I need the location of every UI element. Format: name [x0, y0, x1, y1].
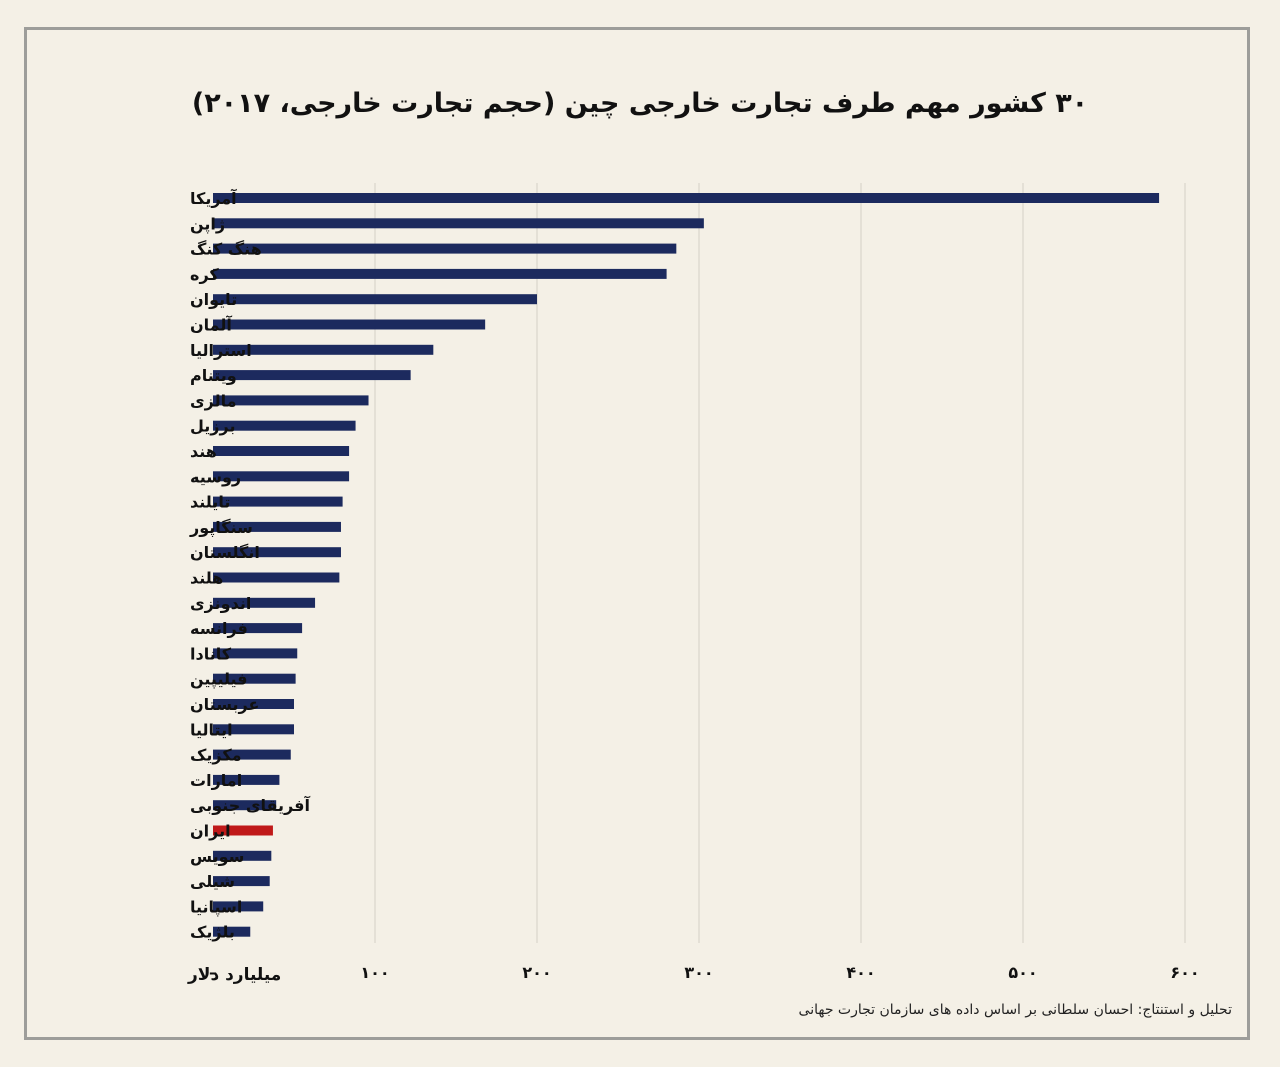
bar [213, 673, 296, 684]
bar [213, 800, 277, 811]
category-label: اندونزی [190, 594, 251, 613]
category-label: آفریقای جنوبی [190, 795, 310, 815]
category-label: تایلند [190, 493, 230, 512]
category-label: مالزی [190, 391, 237, 410]
category-label: آلمان [190, 315, 232, 335]
bar [213, 243, 677, 254]
bar [213, 825, 273, 836]
bar [213, 699, 294, 709]
bar [213, 218, 704, 229]
bar [213, 496, 343, 507]
source-line: تحلیل و استنتاج: احسان سلطانی بر اساس دا… [798, 1002, 1232, 1018]
bar [213, 572, 340, 583]
category-label: انگلستان [190, 543, 260, 562]
category-label: امارات [190, 771, 242, 790]
category-label: هلند [190, 569, 223, 588]
bar [213, 521, 341, 532]
x-tick-label: ۶۰۰ [1170, 963, 1199, 982]
bar [213, 395, 369, 406]
category-label: فیلیپین [190, 670, 248, 690]
bar [213, 648, 298, 659]
category-label: استرالیا [190, 341, 252, 360]
bar [213, 420, 356, 431]
x-tick-label: ۳۰۰ [684, 963, 713, 982]
bar [213, 446, 350, 456]
bar [213, 774, 280, 785]
bar [213, 850, 272, 861]
x-tick-label: – [209, 963, 217, 982]
category-label: اسپانیا [190, 897, 242, 917]
bar [213, 547, 341, 558]
category-label: برزیل [190, 417, 235, 436]
bar [213, 597, 316, 608]
bar [213, 901, 264, 912]
x-tick-label: ۲۰۰ [522, 963, 551, 982]
bar [213, 876, 270, 887]
category-label: عربستان [190, 695, 259, 714]
bar [213, 471, 350, 482]
source-note: تحلیل و استنتاج: احسان سلطانی بر اساس دا… [672, 1000, 1232, 1020]
category-label: هند [190, 442, 217, 461]
chart-frame [24, 27, 1250, 1040]
category-label: تایوان [190, 290, 237, 309]
chart-title: ۳۰ کشور مهم طرف تجارت خارجی چین (حجم تجا… [191, 88, 1089, 119]
category-label: مکزیک [190, 746, 242, 765]
category-label: آمریکا [190, 188, 237, 208]
bar [213, 344, 434, 355]
category-label: کانادا [190, 644, 232, 663]
category-label: هنگ کنگ [190, 240, 262, 259]
bar [213, 319, 486, 330]
bar [213, 294, 537, 305]
category-label: سویس [190, 847, 244, 866]
category-label: روسیه [190, 467, 241, 486]
category-label: شیلی [190, 872, 235, 891]
bar [213, 926, 251, 937]
bar [213, 268, 667, 279]
x-tick-label: ۱۰۰ [360, 963, 389, 982]
category-label: ایران [190, 822, 231, 841]
category-label: ایتالیا [190, 720, 233, 739]
category-label: فرانسه [190, 619, 248, 638]
category-label: کره [190, 265, 219, 284]
bar [213, 193, 1160, 203]
x-tick-label: ۴۰۰ [846, 963, 875, 982]
category-label: ویتنام [190, 366, 237, 385]
x-tick-label: ۵۰۰ [1008, 963, 1037, 982]
bar [213, 370, 411, 381]
category-label: بلژیک [190, 923, 235, 942]
bar [213, 623, 303, 634]
x-axis-label: میلیارد دلار [187, 965, 281, 985]
bar [213, 724, 294, 735]
category-label: ژاپن [190, 214, 225, 234]
bar [213, 749, 291, 760]
category-label: سنگاپور [189, 518, 253, 538]
